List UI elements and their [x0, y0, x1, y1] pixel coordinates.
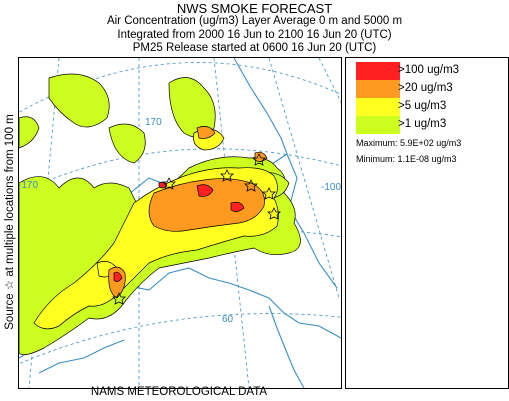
map-canvas: 170 -170 -100 60: [19, 58, 341, 388]
legend-minimum: Minimum: 1.1E-08 ug/m3: [356, 154, 457, 164]
source-marker: [252, 153, 266, 166]
integration-period: Integrated from 2000 16 Jun to 2100 16 J…: [117, 29, 392, 41]
legend-swatch-1: [356, 116, 400, 134]
grid-label-neg100: -100: [321, 182, 341, 193]
source-marker: [220, 169, 234, 182]
source-axis-label: Source ☆ at multiple locations from 100 …: [0, 57, 18, 387]
legend-label-100: >100 ug/m3: [398, 64, 460, 76]
source-marker: [162, 177, 176, 190]
source-marker: [267, 207, 281, 220]
legend: >100 ug/m3 >20 ug/m3 >5 ug/m3 >1 ug/m3 M…: [345, 57, 509, 389]
layer-description: Air Concentration (ug/m3) Layer Average …: [106, 15, 403, 27]
legend-maximum: Maximum: 5.9E+02 ug/m3: [356, 138, 462, 148]
legend-label-20: >20 ug/m3: [398, 82, 453, 94]
legend-label-1: >1 ug/m3: [398, 118, 447, 130]
grid-label-170: 170: [145, 117, 162, 128]
legend-swatch-100: [356, 62, 400, 80]
smoke-map: 170 -170 -100 60: [18, 57, 342, 389]
legend-label-5: >5 ug/m3: [398, 100, 447, 112]
grid-label-neg170: -170: [19, 180, 38, 191]
source-marker: [244, 179, 258, 192]
grid-label-60: 60: [222, 314, 234, 325]
chart-title: NWS SMOKE FORECAST: [176, 1, 333, 16]
release-info: PM25 Release started at 0600 16 Jun 20 (…: [132, 42, 377, 54]
source-markers: [112, 153, 281, 305]
smoke-plumes: [19, 73, 301, 355]
data-source-label: NAMS METEOROLOGICAL DATA: [90, 386, 268, 398]
legend-swatch-20: [356, 80, 400, 98]
legend-swatch-5: [356, 98, 400, 116]
source-marker: [262, 187, 276, 200]
source-axis-label-text: Source ☆ at multiple locations from 100 …: [4, 114, 16, 330]
source-marker: [112, 292, 126, 305]
